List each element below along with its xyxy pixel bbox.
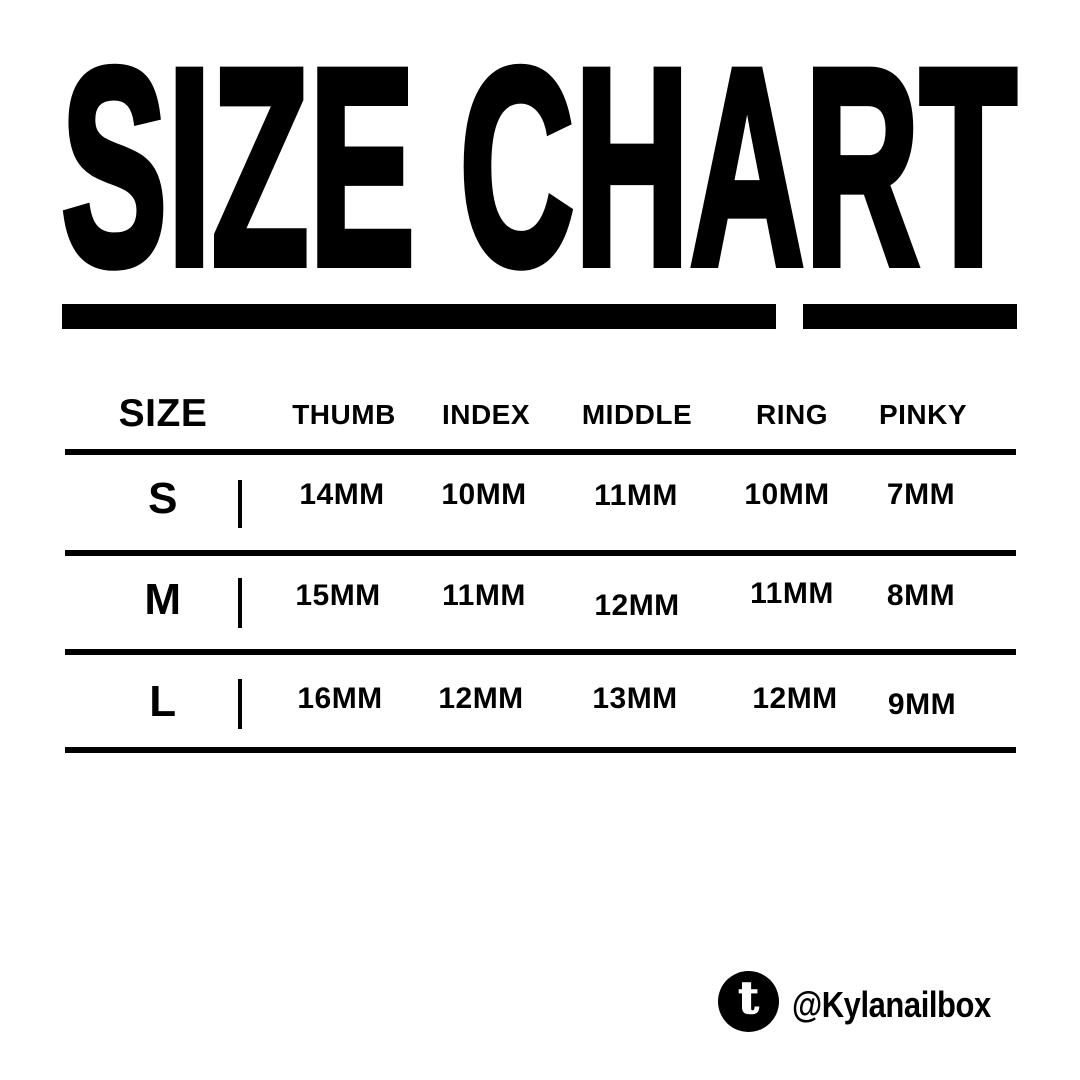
tumblr-t-letter: t xyxy=(738,972,760,1024)
social-handle: @Kylanailbox xyxy=(792,984,991,1025)
table-divider xyxy=(65,449,1016,455)
row-label-m: M xyxy=(144,575,182,624)
column-header-middle: MIDDLE xyxy=(581,399,693,430)
column-header-ring: RING xyxy=(756,399,828,430)
page-title-graphic: SIZE CHART xyxy=(57,6,1021,328)
cell-m-ring: 11MM xyxy=(750,577,834,610)
cell-s-ring: 10MM xyxy=(744,478,830,511)
cell-s-thumb: 14MM xyxy=(299,478,385,511)
cell-s-middle: 11MM xyxy=(594,479,678,512)
row-tick xyxy=(238,480,242,528)
cell-m-index: 11MM xyxy=(442,579,526,612)
cell-l-thumb: 16MM xyxy=(297,682,383,715)
page-title: SIZE CHART xyxy=(61,10,1017,324)
tumblr-icon: t xyxy=(718,971,779,1032)
cell-m-pinky: 8MM xyxy=(886,579,956,612)
cell-l-pinky: 9MM xyxy=(887,688,957,721)
cell-l-index: 12MM xyxy=(438,682,524,715)
column-header-pinky: PINKY xyxy=(878,399,968,430)
row-label-l: L xyxy=(149,677,177,726)
cell-l-ring: 12MM xyxy=(752,682,838,715)
title-underline-short xyxy=(803,304,1017,329)
column-header-size: SIZE xyxy=(118,392,208,435)
cell-m-middle: 12MM xyxy=(594,589,680,622)
cell-m-thumb: 15MM xyxy=(295,579,381,612)
title-underline-long xyxy=(62,304,776,329)
table-divider xyxy=(65,550,1016,556)
table-divider xyxy=(65,649,1016,655)
cell-s-index: 10MM xyxy=(441,478,527,511)
column-header-thumb: THUMB xyxy=(292,399,396,430)
column-header-index: INDEX xyxy=(441,399,531,430)
row-tick xyxy=(238,679,242,729)
table-divider xyxy=(65,747,1016,753)
row-label-s: S xyxy=(148,474,178,523)
cell-s-pinky: 7MM xyxy=(886,478,956,511)
row-tick xyxy=(238,578,242,628)
cell-l-middle: 13MM xyxy=(592,682,678,715)
